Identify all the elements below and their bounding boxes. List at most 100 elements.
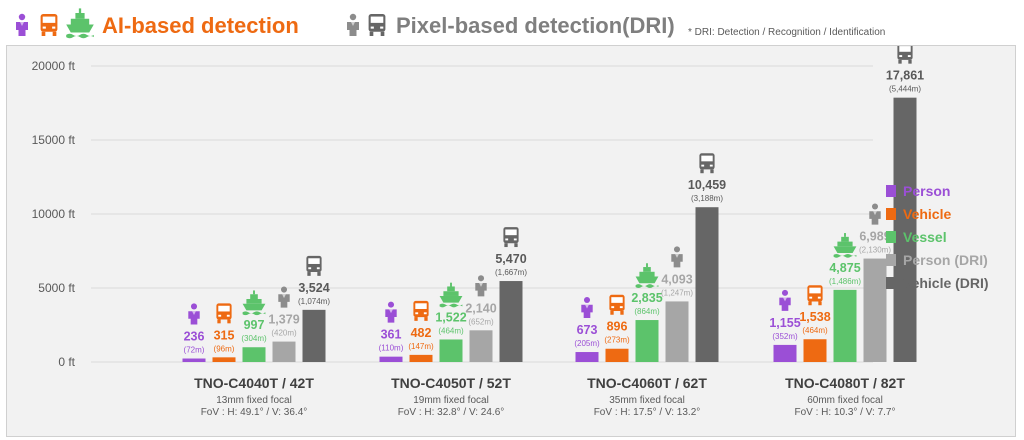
vessel-icon <box>833 233 857 258</box>
ai-title: AI-based detection <box>102 13 299 38</box>
person-icon <box>188 303 200 325</box>
category-fov: FoV : H: 49.1° / V: 36.4° <box>201 407 308 418</box>
category-group: 236 (72m) 315 (96m) 997 (304m)1,379 (420m) 3,52… <box>182 255 330 418</box>
legend-label: Person (DRI) <box>903 252 988 268</box>
detection-range-chart: 0 ft 5000 ft 10000 ft 15000 ft 20000 ft 236 (7… <box>32 46 989 418</box>
vessel-icon <box>66 8 94 39</box>
bar <box>212 357 236 362</box>
legend-item: Vessel <box>886 229 947 245</box>
bar <box>635 320 659 362</box>
value-label: 315 <box>214 328 235 342</box>
bar <box>242 347 266 362</box>
bar <box>302 309 326 362</box>
category-label: TNO-C4080T / 82T <box>785 375 905 391</box>
value-sublabel: (464m) <box>438 326 464 335</box>
pixel-icon-group <box>347 13 386 36</box>
value-label: 2,835 <box>631 291 662 305</box>
value-label: 3,524 <box>298 281 329 295</box>
person-icon <box>16 13 28 36</box>
bars: 236 (72m) 315 (96m) 997 (304m)1,379 (420m) 3,52… <box>182 46 924 418</box>
legend-item: Vehicle (DRI) <box>886 275 989 291</box>
category-group: 361 (110m) 482 (147m) 1,522 (464m) 2,140 (652m)… <box>379 227 527 418</box>
person-icon <box>581 296 593 319</box>
y-tick-label: 10000 ft <box>32 207 76 221</box>
value-sublabel: (2,130m) <box>859 246 891 255</box>
value-sublabel: (72m) <box>184 346 205 355</box>
value-sublabel: (1,667m) <box>495 268 527 277</box>
value-label: 5,470 <box>495 252 526 266</box>
vessel-icon <box>635 263 659 288</box>
value-label: 896 <box>607 320 628 334</box>
person-icon <box>278 286 290 308</box>
legend: Person Vehicle Vessel Person (DRI) Vehicle (… <box>886 183 989 291</box>
legend-label: Vehicle <box>903 206 951 222</box>
value-label: 361 <box>381 328 402 342</box>
y-tick-label: 20000 ft <box>32 59 76 73</box>
category-focal: 60mm fixed focal <box>807 395 883 406</box>
bar <box>439 339 463 362</box>
category-label: TNO-C4050T / 52T <box>391 375 511 391</box>
legend-swatch <box>886 208 896 220</box>
value-sublabel: (5,444m) <box>889 85 921 94</box>
vehicle-icon <box>40 13 58 36</box>
value-label: 1,538 <box>799 310 830 324</box>
value-label: 2,140 <box>465 301 496 315</box>
value-sublabel: (205m) <box>574 339 600 348</box>
category-fov: FoV : H: 32.8° / V: 24.6° <box>398 407 505 418</box>
value-sublabel: (1,247m) <box>661 288 693 297</box>
value-sublabel: (273m) <box>604 336 630 345</box>
legend-label: Vehicle (DRI) <box>903 275 989 291</box>
legend-label: Vessel <box>903 229 947 245</box>
legend-swatch <box>886 231 896 243</box>
vehicle-icon <box>503 227 519 248</box>
category-focal: 13mm fixed focal <box>216 395 292 406</box>
category-group: 673 (205m) 896 (273m) 2,835 (864m) 4,093 (1,247… <box>574 153 726 418</box>
person-icon <box>347 13 359 36</box>
y-tick-label: 0 ft <box>58 355 75 369</box>
value-sublabel: (1,074m) <box>298 297 330 306</box>
category-focal: 35mm fixed focal <box>609 395 685 406</box>
value-sublabel: (420m) <box>271 329 297 338</box>
bar <box>773 344 797 362</box>
legend-swatch <box>886 254 896 266</box>
value-label: 673 <box>577 323 598 337</box>
value-sublabel: (110m) <box>379 344 404 353</box>
y-tick-label: 15000 ft <box>32 133 76 147</box>
vehicle-icon <box>807 285 823 306</box>
vehicle-icon <box>368 13 386 36</box>
bar <box>182 358 206 362</box>
chart-panel: 0 ft 5000 ft 10000 ft 15000 ft 20000 ft 236 (7… <box>6 45 1016 437</box>
value-sublabel: (96m) <box>214 344 235 353</box>
value-sublabel: (352m) <box>772 332 798 341</box>
dri-footnote: * DRI: Detection / Recognition / Identif… <box>688 27 885 38</box>
legend-item: Person <box>886 183 950 199</box>
category-label: TNO-C4060T / 62T <box>587 375 707 391</box>
vehicle-icon <box>699 153 715 174</box>
value-sublabel: (464m) <box>802 326 828 335</box>
bar <box>469 330 493 362</box>
value-label: 17,861 <box>886 69 924 83</box>
value-label: 1,379 <box>268 313 299 327</box>
bar <box>409 354 433 362</box>
value-label: 1,155 <box>769 316 800 330</box>
bar <box>499 281 523 362</box>
header-graphics: AI-based detection Pixel-based detection… <box>16 8 885 39</box>
vehicle-icon <box>413 300 429 321</box>
value-sublabel: (147m) <box>408 342 434 351</box>
value-label: 236 <box>184 330 205 344</box>
value-label: 4,875 <box>829 261 860 275</box>
legend-label: Person <box>903 183 950 199</box>
value-label: 997 <box>244 318 265 332</box>
category-fov: FoV : H: 10.3° / V: 7.7° <box>794 407 895 418</box>
bar <box>695 207 719 362</box>
legend-item: Vehicle <box>886 206 951 222</box>
value-sublabel: (304m) <box>241 334 267 343</box>
vehicle-icon <box>306 255 322 276</box>
category-group: 1,155 (352m)1,538 (464m) 4,875 (1,486m) 6,989… <box>769 46 924 418</box>
vehicle-icon <box>897 46 913 64</box>
legend-swatch <box>886 277 896 289</box>
bar <box>665 301 689 362</box>
person-icon <box>671 246 683 268</box>
value-sublabel: (3,188m) <box>691 194 723 203</box>
bar <box>803 339 827 362</box>
